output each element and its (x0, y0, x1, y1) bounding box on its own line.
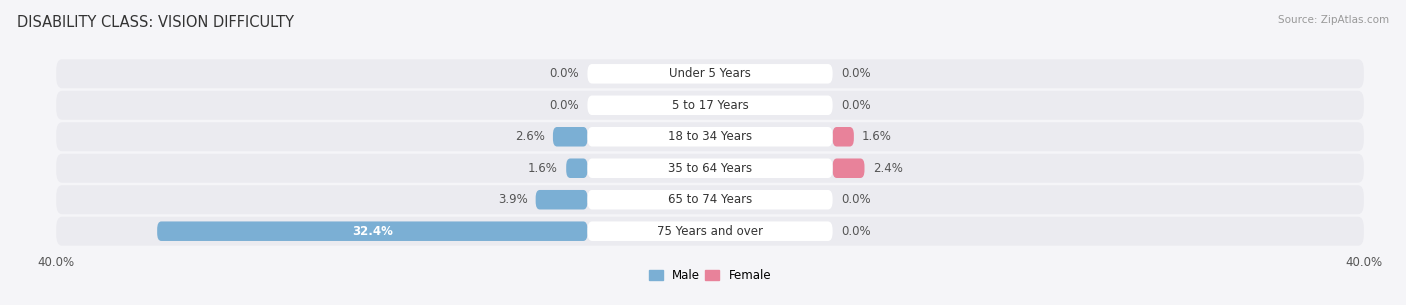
FancyBboxPatch shape (56, 185, 1364, 214)
FancyBboxPatch shape (553, 127, 588, 146)
FancyBboxPatch shape (832, 127, 853, 146)
Text: 0.0%: 0.0% (550, 99, 579, 112)
Text: 0.0%: 0.0% (841, 99, 870, 112)
Text: 0.0%: 0.0% (550, 67, 579, 80)
Text: 35 to 64 Years: 35 to 64 Years (668, 162, 752, 175)
FancyBboxPatch shape (588, 221, 832, 241)
Text: 2.4%: 2.4% (873, 162, 903, 175)
Text: 75 Years and over: 75 Years and over (657, 225, 763, 238)
FancyBboxPatch shape (536, 190, 588, 210)
FancyBboxPatch shape (588, 190, 832, 210)
FancyBboxPatch shape (567, 159, 588, 178)
Text: 0.0%: 0.0% (841, 67, 870, 80)
Text: 3.9%: 3.9% (498, 193, 527, 206)
FancyBboxPatch shape (56, 91, 1364, 120)
FancyBboxPatch shape (56, 122, 1364, 151)
FancyBboxPatch shape (56, 59, 1364, 88)
FancyBboxPatch shape (588, 127, 832, 146)
Legend: Male, Female: Male, Female (644, 265, 776, 287)
Text: 2.6%: 2.6% (515, 130, 544, 143)
Text: 1.6%: 1.6% (862, 130, 891, 143)
FancyBboxPatch shape (157, 221, 588, 241)
Text: 0.0%: 0.0% (841, 225, 870, 238)
FancyBboxPatch shape (588, 159, 832, 178)
FancyBboxPatch shape (832, 159, 865, 178)
Text: 1.6%: 1.6% (529, 162, 558, 175)
Text: Source: ZipAtlas.com: Source: ZipAtlas.com (1278, 15, 1389, 25)
Text: 5 to 17 Years: 5 to 17 Years (672, 99, 748, 112)
Text: Under 5 Years: Under 5 Years (669, 67, 751, 80)
Text: 32.4%: 32.4% (352, 225, 392, 238)
Text: DISABILITY CLASS: VISION DIFFICULTY: DISABILITY CLASS: VISION DIFFICULTY (17, 15, 294, 30)
FancyBboxPatch shape (588, 95, 832, 115)
FancyBboxPatch shape (588, 64, 832, 84)
FancyBboxPatch shape (56, 154, 1364, 183)
Text: 18 to 34 Years: 18 to 34 Years (668, 130, 752, 143)
FancyBboxPatch shape (56, 217, 1364, 246)
Text: 65 to 74 Years: 65 to 74 Years (668, 193, 752, 206)
Text: 0.0%: 0.0% (841, 193, 870, 206)
